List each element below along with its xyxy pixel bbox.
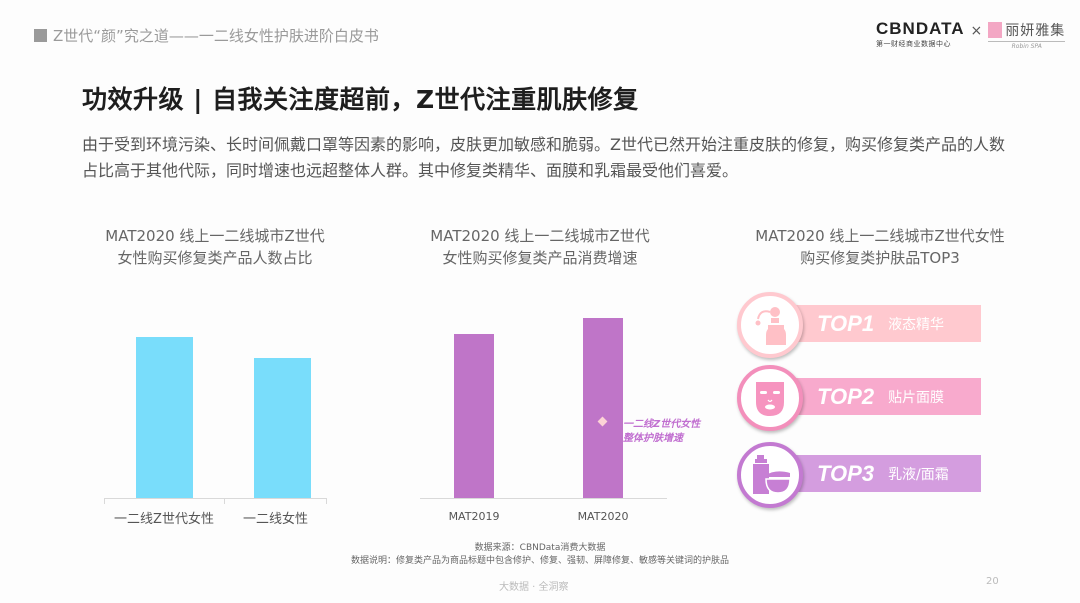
square-bullet-icon — [34, 29, 47, 42]
category-label: 一二线Z世代女性 — [114, 512, 214, 527]
top-name: 贴片面膜 — [888, 389, 945, 406]
top-item-3: TOP3 乳液/面霜 — [737, 442, 981, 508]
chart-growth-title-line1: MAT2020 线上一二线城市Z世代 — [430, 227, 650, 245]
top-rank: TOP1 — [817, 310, 875, 336]
top-item-band: TOP3 乳液/面霜 — [771, 455, 981, 492]
serum-bottle-icon — [737, 292, 803, 358]
page-title: 功效升级 | 自我关注度超前，Z世代注重肌肤修复 — [82, 85, 639, 114]
axis-tick — [326, 498, 327, 504]
chart-share-title-line2: 女性购买修复类产品人数占比 — [117, 249, 313, 267]
category-label: MAT2019 — [448, 510, 500, 523]
bar-mat2019 — [454, 334, 494, 498]
top-rank: TOP3 — [817, 460, 875, 486]
top-item-1: TOP1 液态精华 — [737, 292, 981, 358]
cbndata-wordmark: CBNDATA — [876, 19, 965, 38]
top3-title: MAT2020 线上一二线城市Z世代女性 购买修复类护肤品TOP3 — [720, 225, 1040, 269]
collab-x-icon: × — [970, 23, 983, 39]
partner-subtitle: Robin SPA — [988, 41, 1066, 50]
top-item-band: TOP1 液态精华 — [771, 305, 981, 342]
top-name: 液态精华 — [888, 316, 945, 333]
top3-title-line2: 购买修复类护肤品TOP3 — [800, 249, 960, 267]
top-item-2: TOP2 贴片面膜 — [737, 365, 981, 431]
top-rank: TOP2 — [817, 383, 875, 409]
annotation-line2: 整体护肤增速 — [623, 433, 683, 444]
intro-paragraph: 由于受到环境污染、长时间佩戴口罩等因素的影响，皮肤更加敏感和脆弱。Z世代已然开始… — [82, 135, 1005, 180]
logo-group: CBNDATA 第一财经商业数据中心 × 丽妍雅集 Robin SPA — [876, 20, 1066, 50]
cbndata-subtitle: 第一财经商业数据中心 — [876, 40, 951, 48]
cbndata-logo: CBNDATA 第一财经商业数据中心 — [876, 20, 965, 49]
top-name: 乳液/面霜 — [888, 466, 949, 483]
data-source: 数据来源：CBNData消费大数据 — [474, 543, 606, 553]
top-item-band: TOP2 贴片面膜 — [771, 378, 981, 415]
top3-title-line1: MAT2020 线上一二线城市Z世代女性 — [755, 227, 1005, 245]
x-axis — [420, 498, 667, 499]
footer-tagline: 大数据 · 全洞察 — [499, 582, 569, 593]
partner-name: 丽妍雅集 — [1005, 23, 1066, 39]
partner-logo: 丽妍雅集 Robin SPA — [988, 20, 1066, 50]
partner-logo-mark-icon — [988, 22, 1003, 38]
chart-growth-title-line2: 女性购买修复类产品消费增速 — [442, 249, 638, 267]
chart-growth-title: MAT2020 线上一二线城市Z世代 女性购买修复类产品消费增速 — [395, 225, 685, 269]
axis-tick — [224, 498, 225, 504]
axis-tick — [104, 498, 105, 504]
page-number: 20 — [986, 576, 999, 587]
x-axis — [104, 498, 327, 499]
bar-mat2020 — [583, 318, 623, 498]
category-label: MAT2020 — [577, 510, 629, 523]
data-note: 数据说明：修复类产品为商品标题中包含修护、修复、强韧、屏障修复、敏感等关键词的护… — [350, 556, 729, 566]
section-tag: Z世代“颜”究之道——一二线女性护肤进阶白皮书 — [34, 25, 379, 46]
face-mask-icon — [737, 365, 803, 431]
bar-all-women — [254, 358, 311, 498]
chart-share-title-line1: MAT2020 线上一二线城市Z世代 — [105, 227, 325, 245]
bar-z-gen-women — [136, 337, 193, 498]
category-label: 一二线女性 — [242, 512, 308, 527]
chart-share-title: MAT2020 线上一二线城市Z世代 女性购买修复类产品人数占比 — [70, 225, 360, 269]
section-tag-text: Z世代“颜”究之道——一二线女性护肤进阶白皮书 — [53, 27, 379, 45]
annotation-line1: 一二线Z世代女性 — [623, 419, 701, 430]
overall-growth-annotation: 一二线Z世代女性 整体护肤增速 — [623, 418, 700, 446]
cream-jar-icon — [737, 442, 803, 508]
